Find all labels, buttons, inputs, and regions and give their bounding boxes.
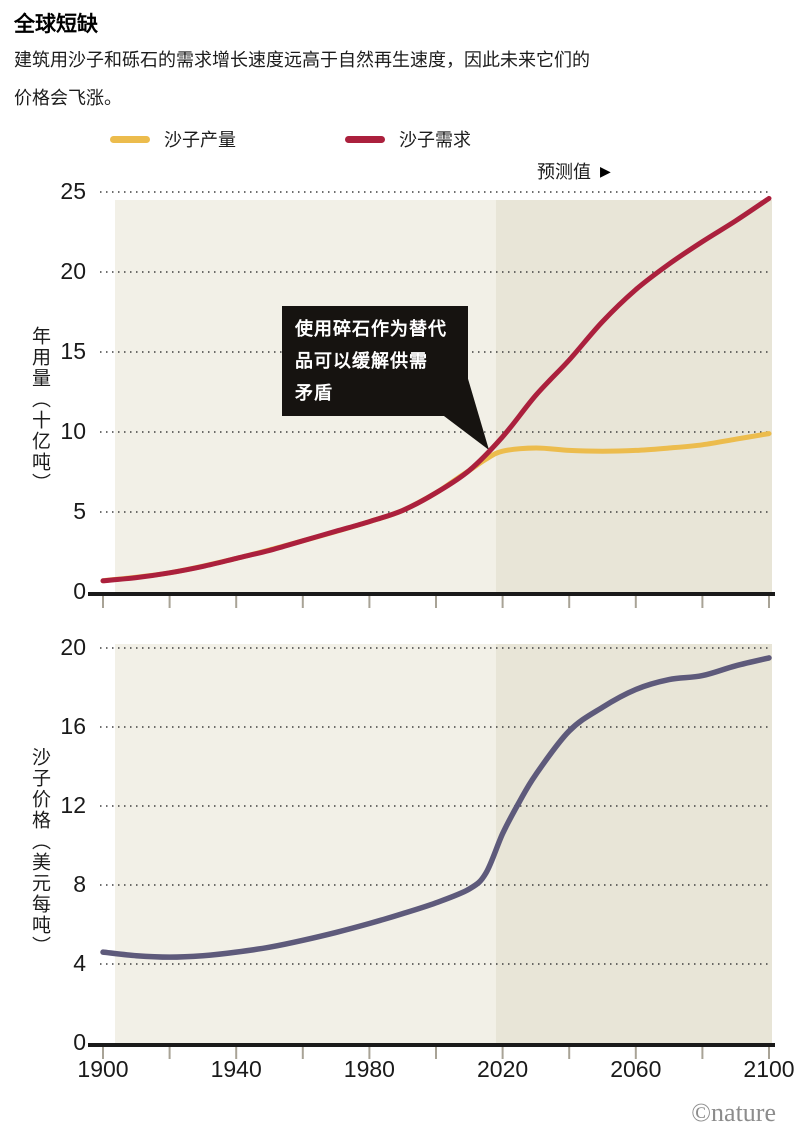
x-tick-label-2100: 2100: [743, 1056, 795, 1082]
y-tick-label-20: 20: [60, 634, 86, 660]
top-chart-y-axis-title: 年用量（十亿吨）: [29, 326, 50, 494]
legend-item-production: 沙子产量: [110, 126, 236, 152]
x-tick-label-2060: 2060: [610, 1056, 662, 1082]
y-tick-label-25: 25: [60, 178, 86, 204]
x-axis-line: [88, 592, 775, 596]
x-tick-label-1900: 1900: [77, 1056, 129, 1082]
y-tick-label-5: 5: [73, 498, 86, 524]
legend-label-production: 沙子产量: [164, 130, 236, 150]
y-tick-label-15: 15: [60, 338, 86, 364]
bottom-chart-y-axis-title: 沙子价格（美元每吨）: [29, 747, 50, 957]
forecast-text: 预测值: [537, 162, 591, 182]
y-tick-label-10: 10: [60, 418, 86, 444]
forecast-arrow-icon: ▶: [600, 163, 611, 179]
production-line-swatch: [110, 135, 150, 143]
x-tick-label-2020: 2020: [477, 1056, 529, 1082]
demand-line-swatch: [345, 135, 385, 143]
x-tick-label-1940: 1940: [210, 1056, 262, 1082]
forecast-region-bg: [495, 644, 772, 1043]
history-region-bg: [115, 644, 496, 1043]
y-tick-label-12: 12: [60, 792, 86, 818]
subtitle-line-2: 价格会飞涨。: [14, 88, 122, 108]
subtitle-line-1: 建筑用沙子和砾石的需求增长速度远高于自然再生速度，因此未来它们的: [14, 50, 590, 70]
y-tick-label-8: 8: [73, 871, 86, 897]
forecast-region-bg: [495, 200, 772, 592]
annotation-callout: 使用碎石作为替代 品可以缓解供需 矛盾: [282, 306, 468, 416]
forecast-label: 预测值 ▶: [537, 158, 611, 184]
y-tick-label-0: 0: [73, 1029, 86, 1055]
series-line-沙子价格: [100, 655, 772, 960]
source-credit: ©nature: [691, 1098, 776, 1127]
x-tick-label-1980: 1980: [343, 1056, 395, 1082]
y-tick-label-0: 0: [73, 578, 86, 604]
y-tick-label-4: 4: [73, 950, 86, 976]
y-tick-label-20: 20: [60, 258, 86, 284]
annotation-line-3: 矛盾: [295, 383, 333, 403]
series-line-沙子需求: [100, 195, 772, 584]
x-axis-line: [88, 1043, 775, 1047]
page-title: 全球短缺: [14, 13, 98, 36]
legend-item-demand: 沙子需求: [345, 126, 471, 152]
legend-label-demand: 沙子需求: [399, 130, 471, 150]
annotation-line-2: 品可以缓解供需: [295, 351, 428, 371]
annotation-line-1: 使用碎石作为替代: [295, 319, 447, 339]
y-tick-label-16: 16: [60, 713, 86, 739]
